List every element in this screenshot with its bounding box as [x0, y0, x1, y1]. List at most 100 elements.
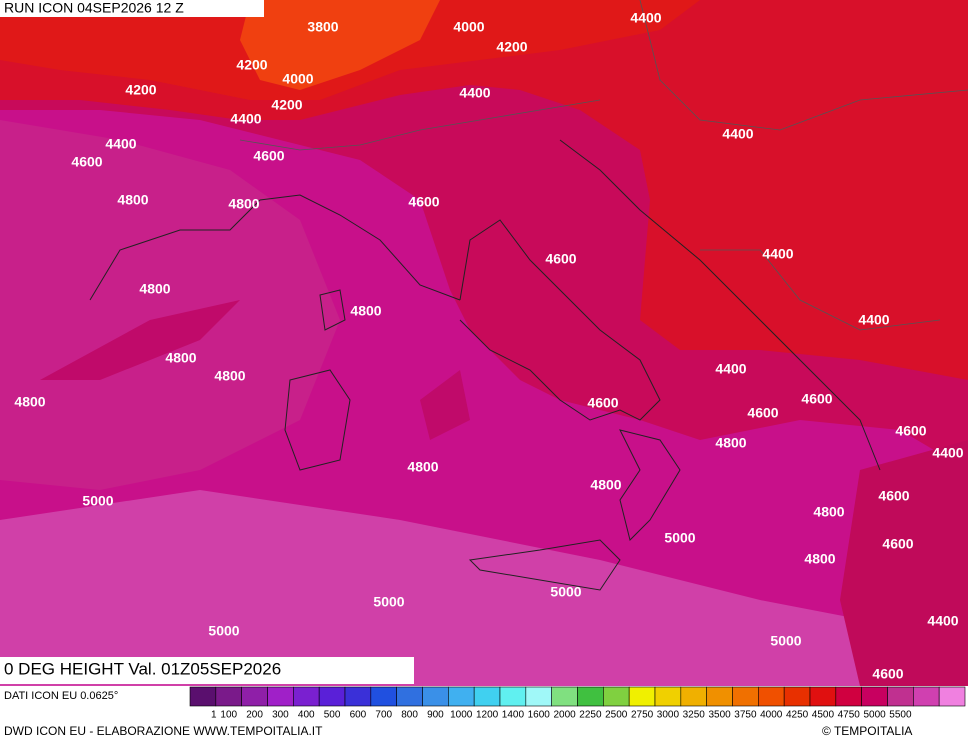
contour-label: 4800: [350, 303, 381, 319]
borders: [239, 0, 968, 331]
contour-label: 5000: [82, 493, 113, 509]
contour-label: 4600: [882, 536, 913, 552]
contour-label: 3800: [307, 19, 338, 35]
legend-swatch: [448, 686, 475, 707]
legend-label: 4000: [760, 710, 783, 721]
legend-label: 200: [246, 710, 263, 721]
contour-label: 4200: [271, 97, 302, 113]
legend-swatch: [706, 686, 733, 707]
contour-label: 4400: [932, 445, 963, 461]
contour-label: 4000: [453, 19, 484, 35]
legend-swatch: [577, 686, 604, 707]
contour-label: 4400: [459, 85, 490, 101]
legend-label: 1: [211, 710, 217, 721]
contour-label: 4800: [165, 350, 196, 366]
contour-label: 4600: [71, 154, 102, 170]
contour-label: 4200: [236, 57, 267, 73]
contour-label: 4400: [722, 126, 753, 142]
legend-label: 4250: [786, 710, 809, 721]
legend-label: 5000: [863, 710, 886, 721]
legend-label: 800: [401, 710, 418, 721]
contour-label: 4600: [545, 251, 576, 267]
legend-swatch: [344, 686, 372, 707]
contour-label: 4400: [105, 136, 136, 152]
contour-label: 4600: [253, 148, 284, 164]
legend-swatch: [473, 686, 501, 707]
legend-swatch: [215, 686, 242, 707]
run-label: RUN ICON 04SEP2026 12 Z: [4, 0, 184, 16]
legend-label: 1000: [450, 710, 473, 721]
legend-swatch: [525, 686, 552, 707]
contour-label: 4400: [762, 246, 793, 262]
header-box: [0, 0, 264, 17]
contour-label: 4800: [139, 281, 170, 297]
legend-label: 3750: [734, 710, 757, 721]
legend-swatch: [241, 686, 268, 707]
contour-label: 4400: [858, 312, 889, 328]
legend-swatch: [267, 686, 294, 707]
legend-swatch: [422, 686, 449, 707]
contour-label: 4800: [813, 504, 844, 520]
credit: DWD ICON EU - ELABORAZIONE WWW.TEMPOITAL…: [4, 724, 323, 738]
contour-label: 5000: [208, 623, 239, 639]
legend-label: 2500: [605, 710, 628, 721]
contour-label: 4200: [496, 39, 527, 55]
contour-label: 4400: [715, 361, 746, 377]
legend-label: 1200: [476, 710, 499, 721]
title-box: [0, 657, 414, 684]
contour-label: 5000: [373, 594, 404, 610]
legend-label: 2000: [553, 710, 576, 721]
legend-swatch: [551, 686, 578, 707]
coastlines: [89, 139, 881, 591]
contour-label: 5000: [770, 633, 801, 649]
contour-label: 4000: [282, 71, 313, 87]
legend-label: 100: [220, 710, 237, 721]
map-background: [0, 0, 968, 686]
contour-label: 4800: [214, 368, 245, 384]
legend-swatch: [370, 686, 397, 707]
legend-label: 1400: [502, 710, 525, 721]
legend-swatch: [913, 686, 940, 707]
legend-swatch: [293, 686, 320, 707]
contour-label: 5000: [550, 584, 581, 600]
contour-label: 4400: [630, 10, 661, 26]
legend-swatch: [396, 686, 423, 707]
contour-labels: 3800 4000 4400 4200 4200 4000 4200 4400 4200 4400…: [14, 10, 963, 682]
legend-label: 1600: [528, 710, 551, 721]
contour-label: 4800: [14, 394, 45, 410]
contour-label: 4600: [878, 488, 909, 504]
contour-label: 4800: [590, 477, 621, 493]
contour-label: 4600: [747, 405, 778, 421]
legend-label: 5500: [889, 710, 912, 721]
contour-label: 4600: [895, 423, 926, 439]
contour-label: 4600: [587, 395, 618, 411]
contour-label: 4800: [407, 459, 438, 475]
contour-label: 4400: [927, 613, 958, 629]
legend-label: 2750: [631, 710, 654, 721]
legend-label: 3000: [657, 710, 680, 721]
legend-swatch: [758, 686, 785, 707]
contour-label: 4200: [125, 82, 156, 98]
legend-label: 700: [375, 710, 392, 721]
legend-swatch: [680, 686, 707, 707]
contour-label: 4800: [715, 435, 746, 451]
legend-swatch: [861, 686, 888, 707]
legend-swatch: [809, 686, 837, 707]
copyright: © TEMPOITALIA: [822, 724, 912, 738]
color-legend: 1 100 200 300 400 500 600 700 800 900 1000 1200 1400…: [189, 686, 966, 721]
contour-label: 4800: [117, 192, 148, 208]
contour-label: 4800: [228, 196, 259, 212]
legend-swatch: [318, 686, 346, 707]
map-title: 0 DEG HEIGHT Val. 01Z05SEP2026: [4, 659, 281, 678]
legend-label: 4500: [812, 710, 835, 721]
legend-swatch: [628, 686, 656, 707]
legend-label: 400: [298, 710, 315, 721]
data-source: DATI ICON EU 0.0625°: [4, 690, 118, 702]
legend-swatch: [938, 686, 966, 707]
legend-label: 600: [350, 710, 367, 721]
legend-swatch: [603, 686, 630, 707]
legend-label: 4750: [838, 710, 861, 721]
legend-swatch: [189, 686, 217, 707]
legend-swatch: [732, 686, 759, 707]
